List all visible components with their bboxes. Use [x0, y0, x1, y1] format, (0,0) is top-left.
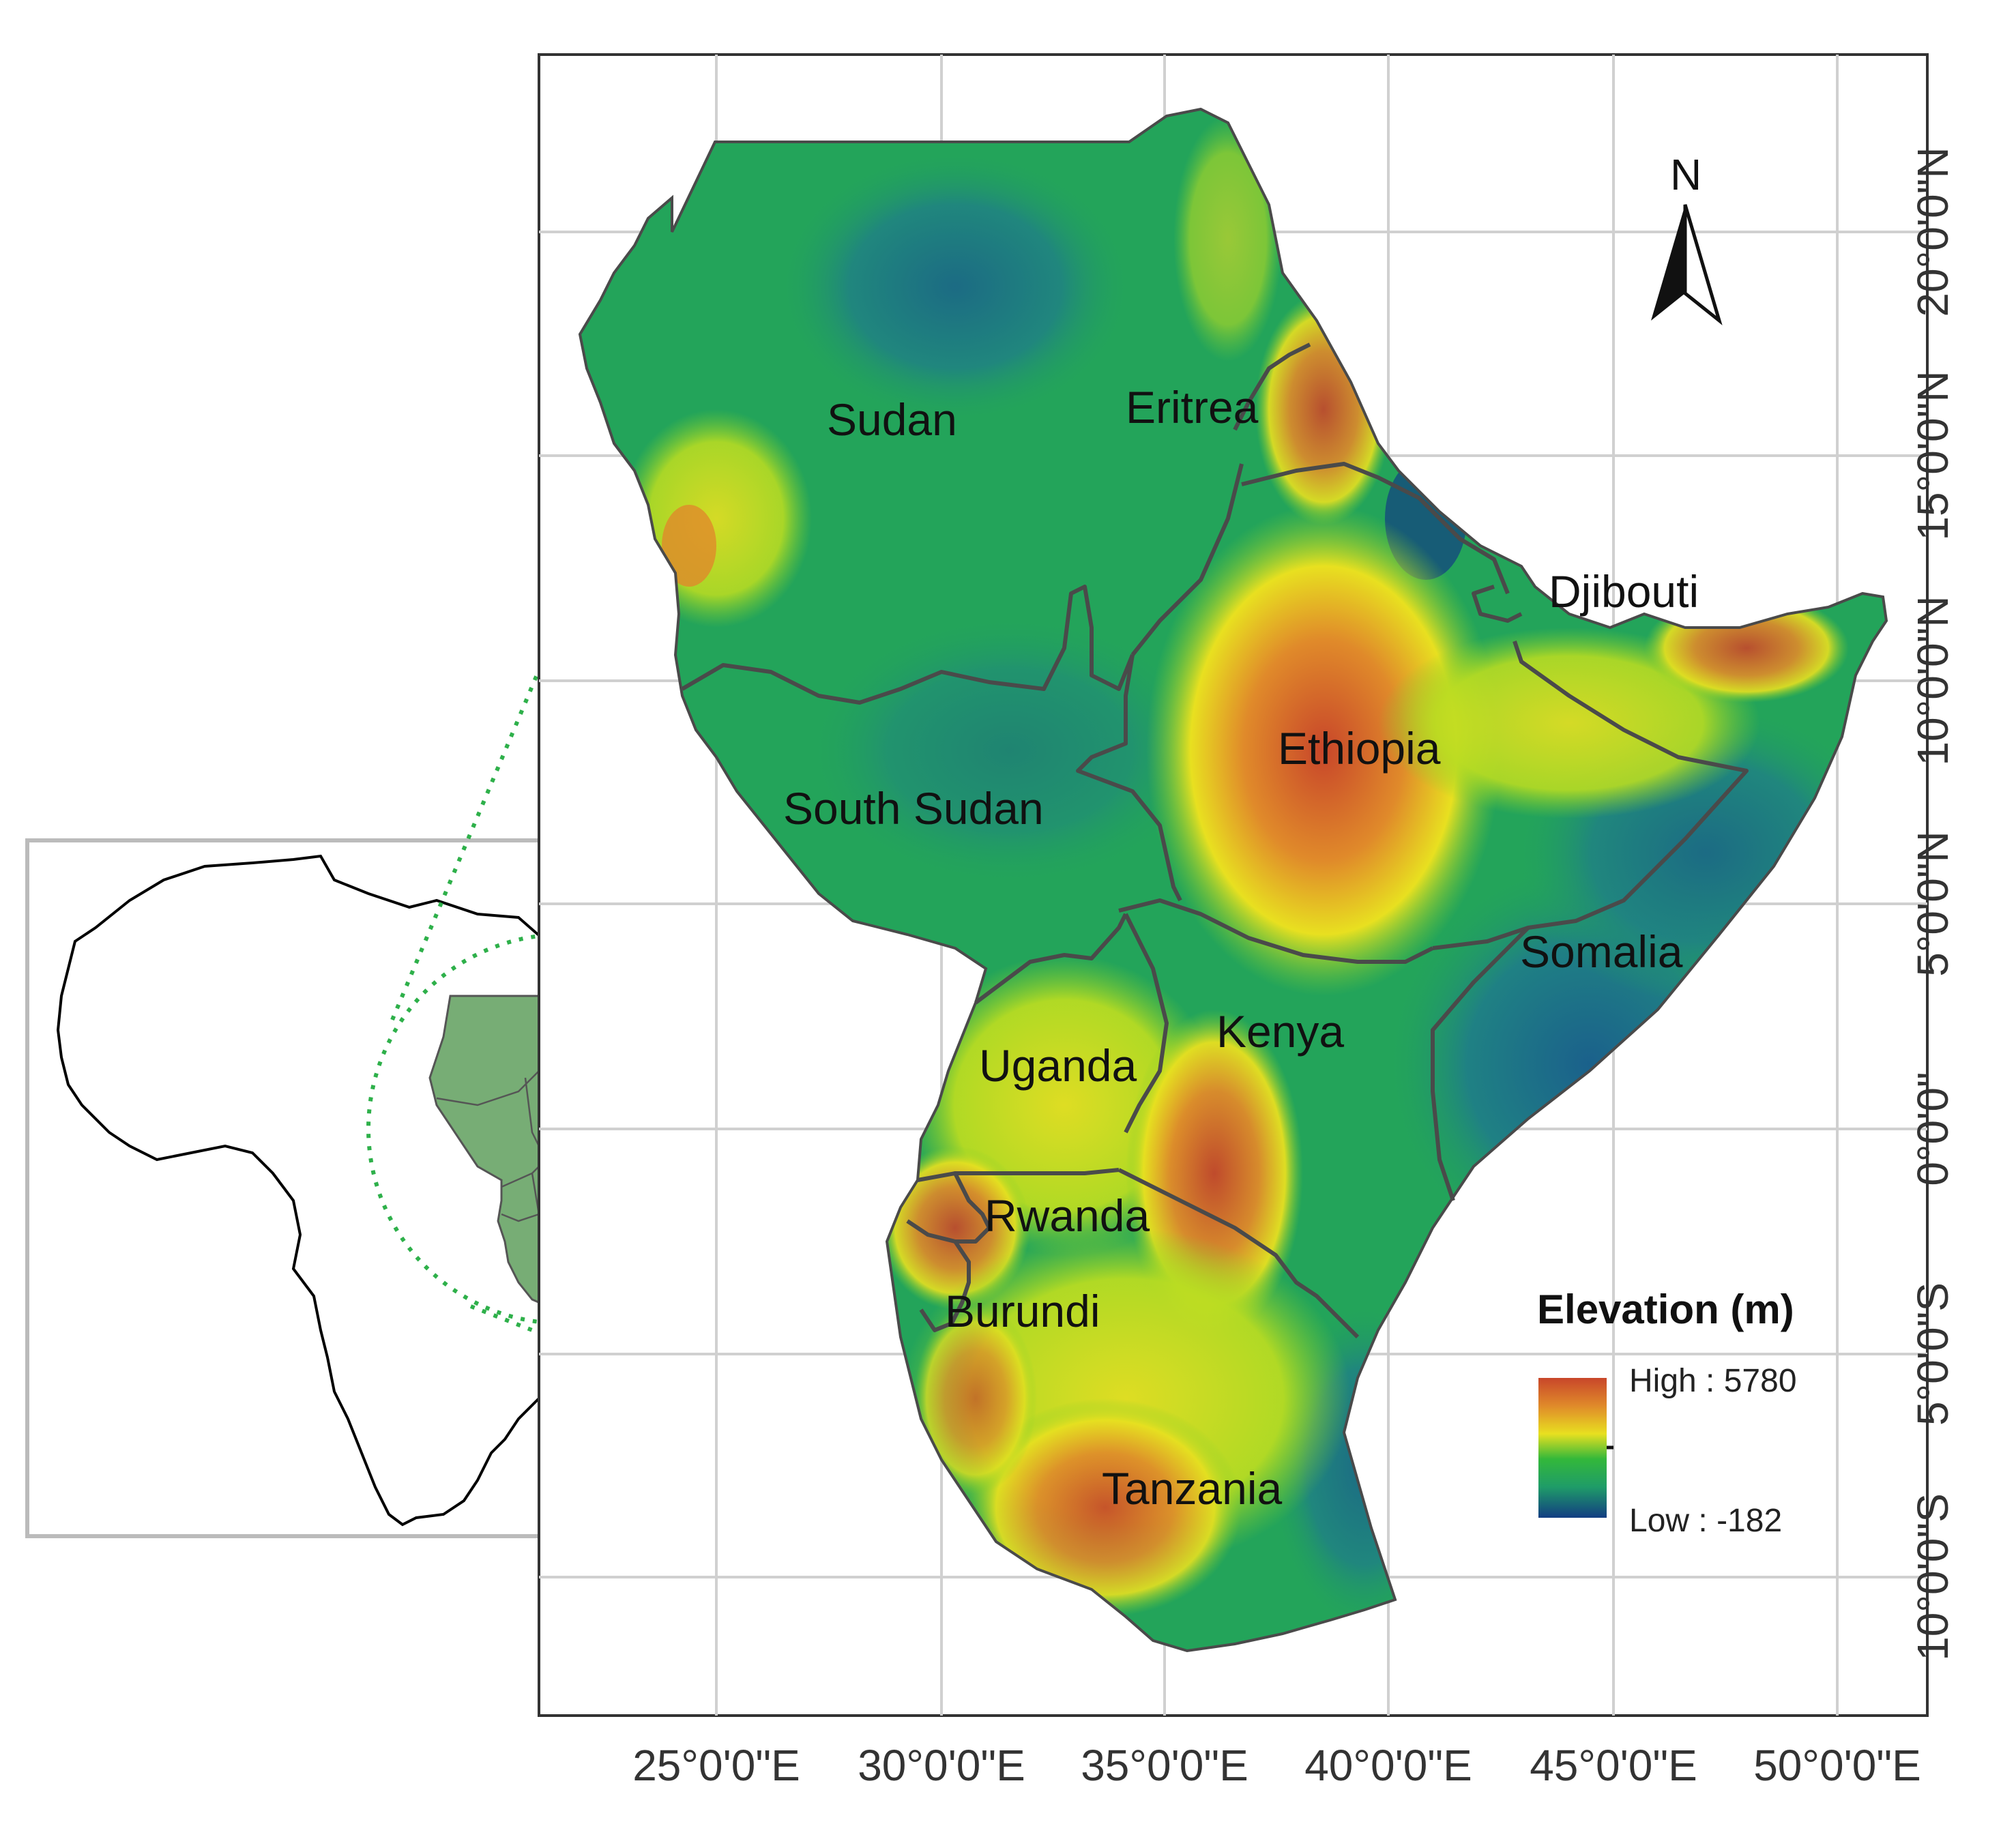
- legend-color-ramp: [1538, 1378, 1607, 1518]
- north-label: N: [1670, 150, 1701, 199]
- zoom-line-top: [390, 558, 587, 1021]
- boundary-sudan-south-sudan: [681, 585, 1135, 705]
- boundary-eritrea-ethiopia: [1241, 462, 1510, 595]
- boundary-eritrea: [1233, 342, 1311, 431]
- boundary-uganda-south-sudan: [974, 913, 1128, 1005]
- boundary-kenya-tanzania: [1117, 1168, 1360, 1339]
- y-tick-label: 5°0'0"S: [1908, 1282, 1957, 1426]
- boundary-rwanda: [906, 1172, 991, 1244]
- main-map: Sudan Eritrea Djibouti Ethiopia South Su…: [538, 53, 1929, 1717]
- legend-high: High : 5780: [1629, 1363, 1797, 1399]
- boundary-kenya-somalia: [1431, 926, 1530, 1201]
- label-uganda: Uganda: [979, 1040, 1137, 1091]
- label-sudan: Sudan: [827, 394, 957, 445]
- label-kenya: Kenya: [1216, 1006, 1344, 1057]
- x-tick-label: 30°0'0"E: [858, 1741, 1025, 1790]
- y-tick-label: 15°0'0"N: [1908, 370, 1957, 540]
- label-rwanda: Rwanda: [984, 1190, 1150, 1241]
- x-tick-label: 50°0'0"E: [1753, 1741, 1921, 1790]
- elevation-legend: Elevation (m) High : 5780 Low : -182: [1537, 1287, 1797, 1539]
- label-djibouti: Djibouti: [1549, 566, 1699, 617]
- y-tick-label: 10°0'0"S: [1908, 1493, 1957, 1661]
- legend-title: Elevation (m): [1537, 1287, 1794, 1332]
- label-eritrea: Eritrea: [1126, 382, 1259, 432]
- x-tick-label: 40°0'0"E: [1304, 1741, 1472, 1790]
- y-tick-label: 10°0'0"N: [1908, 596, 1957, 765]
- label-tanzania: Tanzania: [1102, 1463, 1282, 1514]
- x-tick-label: 45°0'0"E: [1530, 1741, 1697, 1790]
- boundary-djibouti: [1472, 585, 1523, 623]
- boundary-uganda-kenya: [1124, 913, 1169, 1134]
- y-tick-label: 0°0'0": [1908, 1072, 1957, 1186]
- x-axis-labels: 25°0'0"E 30°0'0"E 35°0'0"E 40°0'0"E 45°0…: [632, 1741, 1921, 1790]
- boundary-burundi: [919, 1240, 971, 1332]
- north-arrow-icon: N: [1651, 150, 1723, 325]
- boundary-uganda-tanzania: [917, 1168, 1120, 1182]
- coast-outline: [578, 107, 1888, 1653]
- label-burundi: Burundi: [945, 1286, 1100, 1336]
- boundary-ethiopia-kenya: [1118, 898, 1434, 964]
- x-tick-label: 25°0'0"E: [632, 1741, 800, 1790]
- legend-low: Low : -182: [1629, 1503, 1782, 1539]
- x-tick-label: 35°0'0"E: [1081, 1741, 1248, 1790]
- boundary-sudan-ethiopia: [1130, 463, 1244, 656]
- country-boundaries: [681, 342, 1749, 1339]
- label-somalia: Somalia: [1520, 926, 1683, 977]
- label-south-sudan: South Sudan: [783, 783, 1044, 834]
- y-axis-labels: 20°0'0"N 15°0'0"N 10°0'0"N 5°0'0"N 0°0'0…: [1908, 147, 1957, 1660]
- country-labels: Sudan Eritrea Djibouti Ethiopia South Su…: [783, 382, 1699, 1514]
- boundary-ethiopia-south-sudan: [1076, 654, 1182, 902]
- boundary-ethiopia-somalia: [1432, 641, 1749, 950]
- y-tick-label: 20°0'0"N: [1908, 147, 1957, 317]
- label-ethiopia: Ethiopia: [1278, 723, 1441, 774]
- y-tick-label: 5°0'0"N: [1908, 831, 1957, 977]
